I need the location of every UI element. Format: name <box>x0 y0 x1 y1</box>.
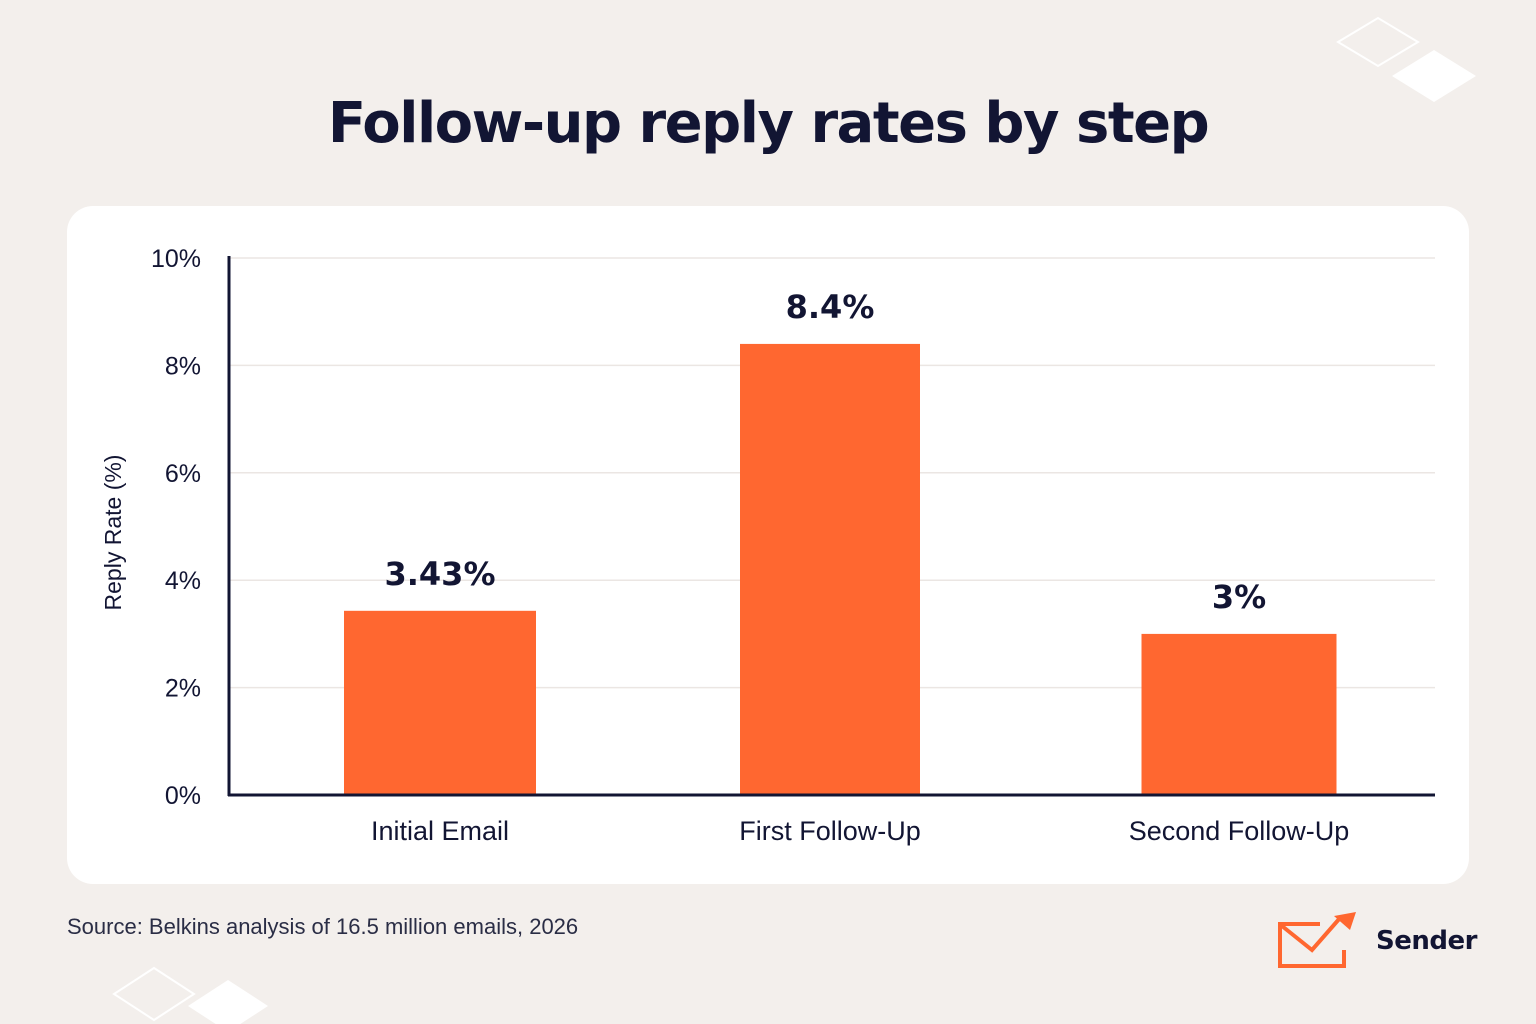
x-category-label: Initial Email <box>371 816 509 846</box>
y-tick-label: 4% <box>165 567 201 595</box>
x-category-label: First Follow-Up <box>739 816 921 846</box>
bar-chart: 0% 2% 4% 6% 8% 10% Reply Rate (%) 3.43% Initial … <box>100 245 1435 846</box>
bar <box>1141 633 1337 795</box>
diamond-outline-bottom-left <box>112 966 196 1022</box>
brand-logo: Sender <box>1276 910 1477 974</box>
y-tick-label: 10% <box>151 245 201 273</box>
bar <box>740 343 920 795</box>
bar-value-label: 3% <box>1212 578 1266 616</box>
bar-value-label: 3.43% <box>384 555 495 593</box>
y-tick-label: 8% <box>165 352 201 380</box>
diamond-filled-bottom-left <box>188 980 268 1024</box>
y-axis-title: Reply Rate (%) <box>100 455 126 611</box>
chart-card: 0% 2% 4% 6% 8% 10% Reply Rate (%) 3.43% Initial … <box>67 206 1469 884</box>
brand-name: Sender <box>1376 926 1477 956</box>
x-category-label: Second Follow-Up <box>1129 816 1350 846</box>
envelope-arrow-icon <box>1278 912 1356 968</box>
page-title: Follow-up reply rates by step <box>327 91 1210 156</box>
y-tick-label: 6% <box>165 460 201 488</box>
source-note: Source: Belkins analysis of 16.5 million… <box>67 914 579 939</box>
diamond-outline-top-right <box>1336 16 1420 68</box>
y-tick-label: 2% <box>165 675 201 703</box>
bar <box>344 610 536 795</box>
y-tick-label: 0% <box>165 782 201 810</box>
bar-value-label: 8.4% <box>786 288 875 326</box>
